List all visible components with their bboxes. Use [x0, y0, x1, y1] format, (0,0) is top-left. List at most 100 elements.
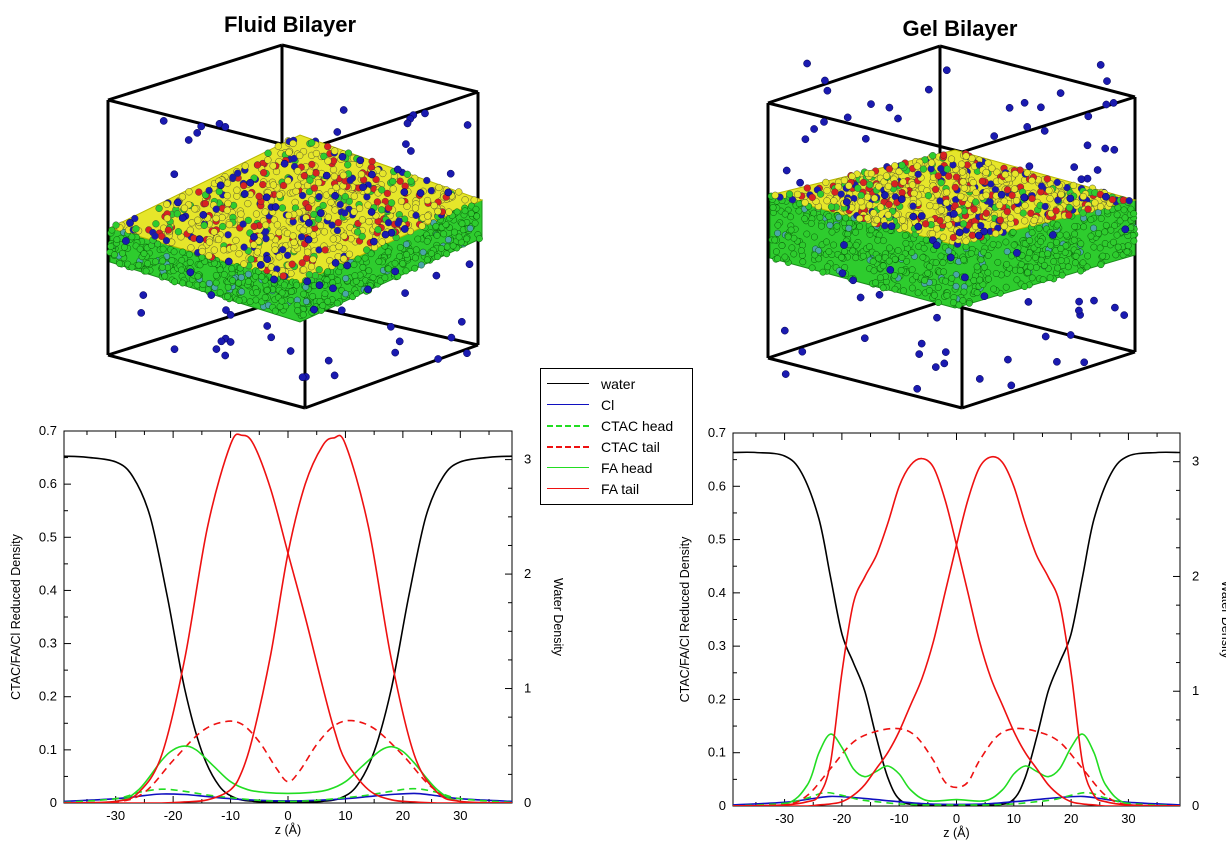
x-tick-label: -30 [775, 811, 794, 826]
y-tick-label: 0.3 [708, 638, 726, 653]
x-tick-label: 10 [1007, 811, 1021, 826]
lipid-bead [381, 274, 389, 282]
lipid-bead [440, 230, 448, 238]
y-tick-label: 0.6 [708, 478, 726, 493]
lipid-bead [423, 237, 431, 245]
lipid-bead [171, 278, 179, 286]
lipid-bead [437, 244, 445, 252]
legend-entry: CTAC head [547, 415, 686, 436]
box-edge [107, 43, 283, 102]
series-line-fa-tail [733, 455, 1180, 806]
legend-swatch [547, 424, 589, 427]
legend-entry: Cl [547, 394, 686, 415]
box-edge [107, 98, 306, 152]
series-line-water [733, 451, 1180, 806]
lipid-bead [244, 278, 252, 286]
legend-swatch [547, 467, 589, 468]
lipid-bead [299, 311, 307, 319]
lipid-bead [152, 258, 159, 266]
lipid-bead [205, 279, 213, 287]
lipid-bead [384, 265, 392, 273]
y-tick-label: 0 [719, 798, 726, 813]
lipid-bead [414, 235, 422, 243]
lipid-bead [423, 256, 431, 264]
legend-swatch [547, 488, 589, 489]
lipid-bead [235, 279, 243, 287]
lipid-bead [179, 279, 187, 287]
lipid-bead [455, 233, 463, 241]
box-edge [304, 90, 479, 152]
lipid-bead [244, 270, 252, 278]
lipid-bead [212, 271, 220, 279]
lipid-bead [136, 245, 144, 253]
lipid-bead [199, 281, 207, 289]
lipid-bead [411, 264, 419, 272]
lipid-bead [353, 290, 361, 297]
legend-swatch [547, 404, 589, 405]
x-tick-label: 0 [953, 811, 960, 826]
lipid-bead [287, 288, 295, 295]
lipid-bead [403, 240, 410, 248]
lipid-bead [196, 261, 204, 269]
lipid-bead [419, 248, 427, 256]
lipid-bead [321, 290, 329, 298]
box-edge [304, 343, 479, 410]
lipid-bead [417, 261, 425, 269]
y-tick-label: 0.2 [708, 691, 726, 706]
lipid-bead [361, 254, 369, 262]
lipid-bead [309, 292, 317, 300]
lipid-bead [433, 231, 441, 239]
lipid-bead [128, 263, 136, 271]
y2-tick-label: 0 [1192, 798, 1199, 813]
box-edge [281, 43, 479, 94]
y-tick-label: 0.5 [708, 532, 726, 547]
lipid-bead [140, 250, 148, 258]
lipid-bead [228, 265, 236, 273]
legend-label: FA head [601, 459, 653, 476]
fluid-bilayer-title: Fluid Bilayer [223, 12, 357, 37]
lipid-bead [280, 281, 288, 289]
lipid-bead [258, 273, 266, 281]
lipid-bead [116, 260, 124, 268]
lipid-bead [216, 266, 224, 274]
legend-label: CTAC tail [601, 438, 660, 455]
y2-tick-label: 2 [1192, 568, 1199, 583]
legend-entry: water [547, 373, 686, 394]
lipid-bead [179, 248, 187, 256]
y-tick-label: 0.7 [708, 425, 726, 440]
box-edge [107, 298, 283, 357]
legend-label: CTAC head [601, 417, 674, 434]
lipid-bead [443, 250, 451, 258]
lipid-bead [451, 228, 458, 236]
lipid-bead [108, 226, 116, 234]
lipid-bead [300, 290, 308, 298]
lipid-bead [170, 248, 178, 256]
lipid-bead [342, 274, 350, 282]
y-tick-label: 0.1 [708, 745, 726, 760]
y-tick-label: 0.4 [708, 585, 726, 600]
series-lines [733, 451, 1180, 806]
lipid-bead [220, 271, 228, 279]
x-tick-label: -10 [890, 811, 909, 826]
lipid-bead [278, 289, 286, 297]
gel-bilayer-title: Gel Bilayer [902, 16, 1018, 41]
lipid-bead [154, 240, 162, 248]
lipid-bead [365, 267, 373, 275]
lipid-bead [263, 286, 271, 294]
lipid-bead [168, 257, 176, 264]
lipid-bead [411, 254, 419, 262]
lipid-bead [194, 272, 202, 280]
series-line-fa-tail [733, 457, 1180, 806]
lipid-bead [428, 250, 435, 257]
lipid-bead [475, 235, 483, 243]
lipid-bead [399, 260, 407, 268]
lipid-bead [396, 244, 404, 251]
legend-entry: FA tail [547, 478, 686, 499]
legend-entry: CTAC tail [547, 436, 686, 457]
lipid-bead [354, 255, 362, 263]
lipid-bead [467, 210, 475, 218]
x-axis-label: z (Å) [943, 825, 969, 840]
lipid-bead [461, 207, 469, 215]
lipid-bead [333, 299, 341, 307]
lipid-bead [444, 236, 452, 244]
